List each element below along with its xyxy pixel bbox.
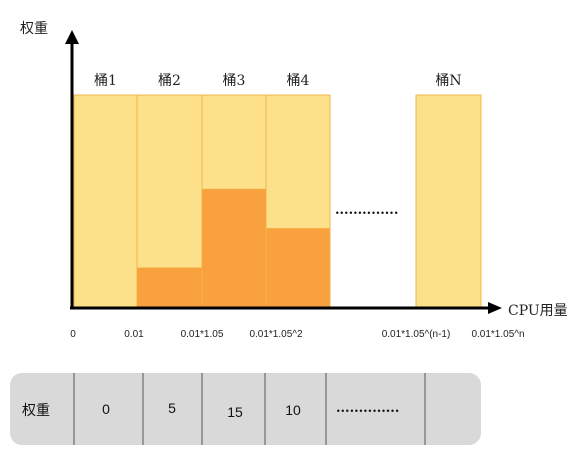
bucket-label-5: 桶N — [435, 73, 461, 89]
bucket-weight-fill-4 — [265, 228, 331, 308]
table-value-cells: 0 5 15 10 — [102, 400, 301, 420]
x-axis-title: CPU用量 — [508, 303, 568, 319]
table-value-cell-4: 10 — [285, 402, 301, 418]
weight-fills — [136, 188, 331, 308]
weight-table: 权重 0 5 15 10 .............. — [10, 373, 481, 445]
table-value-cell-3: 15 — [227, 404, 243, 420]
table-value-cell-2: 5 — [168, 400, 176, 416]
table-dividers — [73, 373, 426, 445]
table-ellipsis: .............. — [336, 401, 399, 416]
bucket-label-1: 桶1 — [94, 73, 117, 89]
bucket-column-5 — [415, 94, 482, 308]
y-axis-arrow-icon — [65, 30, 79, 44]
x-axis-arrow-icon — [488, 302, 502, 314]
y-axis-title: 权重 — [20, 21, 48, 37]
table-header-cell: 权重 — [22, 403, 50, 419]
x-tick-label-3: 0.01*1.05 — [181, 329, 224, 340]
bucket-label-3: 桶3 — [223, 73, 246, 89]
chart-ellipsis: .............. — [335, 203, 398, 218]
table-background — [10, 373, 481, 445]
bucket-labels: 桶1 桶2 桶3 桶4 桶N — [94, 73, 462, 89]
x-tick-label-5: 0.01*1.05^(n-1) — [382, 329, 451, 340]
x-tick-label-4: 0.01*1.05^2 — [249, 329, 303, 340]
bucket-column-1 — [73, 94, 138, 308]
x-tick-label-2: 0.01 — [124, 329, 144, 340]
bucket-label-2: 桶2 — [158, 73, 181, 89]
x-tick-labels: 0 0.01 0.01*1.05 0.01*1.05^2 0.01*1.05^(n-1)… — [70, 329, 524, 340]
table-value-cell-1: 0 — [102, 401, 110, 417]
bucket-label-4: 桶4 — [287, 73, 310, 89]
x-tick-label-6: 0.01*1.05^n — [471, 329, 524, 340]
bucket-weight-fill-2 — [136, 267, 203, 308]
bucket-weight-fill-3 — [201, 188, 267, 308]
x-tick-label-1: 0 — [70, 329, 76, 340]
